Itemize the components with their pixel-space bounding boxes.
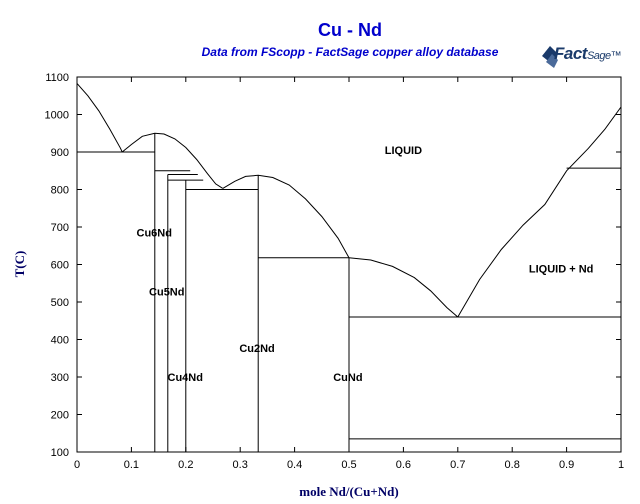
x-tick-label-2: 0.2 [178, 459, 193, 471]
y-tick-label-9: 1000 [45, 110, 69, 122]
y-axis-ticks: 100 200 300 400 500 600 700 800 900 1000 1100 [45, 72, 621, 459]
y-tick-label-7: 800 [51, 185, 69, 197]
y-tick-label-8: 900 [51, 147, 69, 159]
y-tick-label-6: 700 [51, 222, 69, 234]
logo-mark: ™ [610, 50, 622, 62]
region-labels: LIQUID LIQUID + Nd Cu6Nd Cu5Nd Cu4Nd Cu2Nd CuN… [137, 145, 594, 384]
chart-title: Cu - Nd [318, 20, 382, 40]
y-tick-label-4: 500 [51, 297, 69, 309]
x-tick-label-5: 0.5 [341, 459, 356, 471]
region-label-5: Cu2Nd [239, 343, 274, 355]
logo-wordmark: FactSage™ [554, 44, 622, 64]
y-tick-label-5: 600 [51, 260, 69, 272]
x-tick-label-3: 0.3 [233, 459, 248, 471]
phase-boundaries [76, 83, 622, 452]
y-tick-label-1: 200 [51, 410, 69, 422]
boundary-line-1 [121, 132, 224, 189]
logo-thin: Sage [586, 50, 611, 62]
y-tick-label-2: 300 [51, 372, 69, 384]
region-label-0: LIQUID [385, 145, 422, 157]
x-tick-label-10: 1 [618, 459, 624, 471]
region-label-6: CuNd [333, 372, 362, 384]
y-tick-label-10: 1100 [45, 72, 69, 84]
y-tick-label-0: 100 [51, 447, 69, 459]
logo-bold: Fact [554, 44, 587, 63]
boundary-line-4 [457, 106, 622, 318]
boundary-line-3 [348, 257, 459, 318]
region-label-2: Cu6Nd [137, 228, 172, 240]
x-tick-label-8: 0.8 [505, 459, 520, 471]
x-tick-label-0: 0 [74, 459, 80, 471]
x-axis-ticks: 0 0.1 0.2 0.3 0.4 0.5 0.6 0.7 0.8 0.9 1 [74, 77, 624, 471]
y-axis-title: T(C) [12, 251, 27, 278]
x-tick-label-6: 0.6 [396, 459, 411, 471]
boundary-line-2 [222, 174, 350, 259]
x-tick-label-9: 0.9 [559, 459, 574, 471]
factsage-logo-icon [542, 46, 558, 68]
x-tick-label-1: 0.1 [124, 459, 139, 471]
y-tick-label-3: 400 [51, 335, 69, 347]
x-tick-label-7: 0.7 [450, 459, 465, 471]
region-label-4: Cu4Nd [168, 372, 203, 384]
x-axis-title: mole Nd/(Cu+Nd) [299, 484, 399, 499]
boundary-line-0 [76, 83, 123, 153]
x-tick-label-4: 0.4 [287, 459, 302, 471]
chart-subtitle: Data from FScopp - FactSage copper alloy… [201, 45, 499, 59]
region-label-1: LIQUID + Nd [529, 263, 593, 275]
region-label-3: Cu5Nd [149, 287, 184, 299]
